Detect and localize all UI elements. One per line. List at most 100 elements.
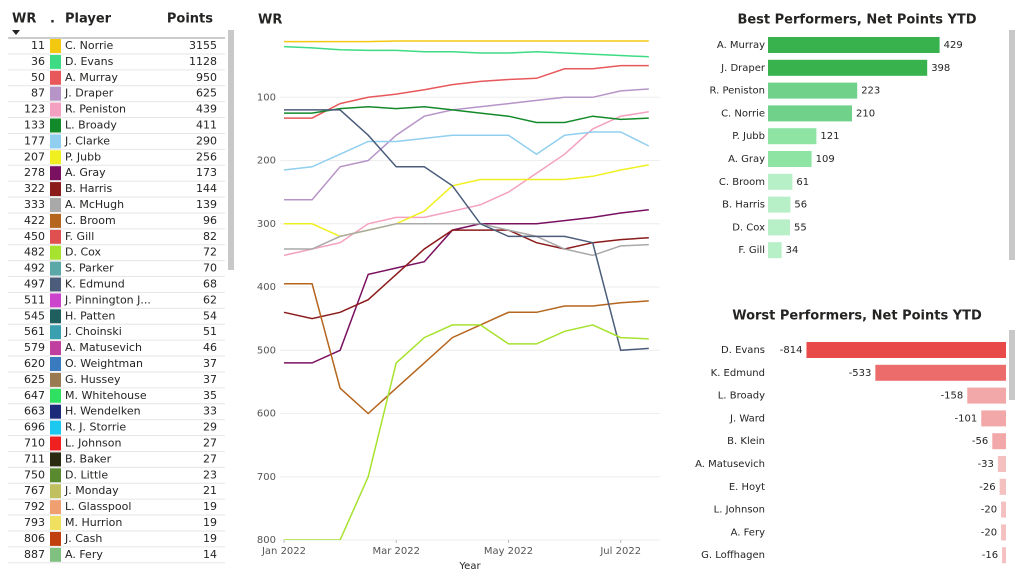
series-line (284, 40, 649, 43)
swatch (50, 531, 61, 546)
cell-player: C. Norrie (65, 39, 114, 52)
swatch (50, 500, 61, 515)
column-header[interactable]: Player (65, 12, 112, 27)
value-label: -101 (955, 413, 978, 424)
value-label: -158 (941, 391, 964, 402)
cell-player: A. McHugh (65, 198, 124, 211)
swatch (50, 198, 61, 212)
category-label: E. Hoyt (729, 482, 765, 493)
cell-player: M. Hurrion (65, 516, 122, 529)
value-label: 56 (794, 200, 807, 211)
swatch (50, 468, 61, 483)
sort-arrow[interactable] (12, 30, 20, 35)
cell-points: 625 (196, 87, 217, 100)
cell-wr: 647 (24, 389, 45, 402)
swatch (50, 404, 61, 419)
swatch (50, 70, 61, 85)
cell-player: R. Peniston (65, 103, 126, 116)
cell-wr: 511 (24, 293, 45, 306)
cell-points: 46 (203, 341, 217, 354)
cell-wr: 711 (24, 452, 45, 465)
column-header[interactable]: Points (167, 12, 213, 27)
swatch (50, 102, 61, 117)
swatch (50, 547, 61, 562)
bar (768, 37, 940, 53)
column-header[interactable]: . (50, 12, 55, 27)
bar (997, 456, 1006, 472)
category-label: L. Johnson (714, 505, 765, 516)
cell-points: 23 (203, 468, 217, 481)
bar (768, 105, 852, 122)
category-label: G. Loffhagen (701, 550, 765, 561)
cell-points: 68 (203, 278, 217, 291)
cell-wr: 207 (24, 150, 45, 163)
cell-wr: 133 (24, 119, 45, 132)
swatch (50, 484, 61, 499)
cell-wr: 36 (31, 55, 45, 68)
cell-player: J. Draper (64, 87, 114, 100)
bar (806, 342, 1006, 358)
swatch (50, 436, 61, 451)
cell-player: G. Hussey (65, 373, 121, 386)
cell-player: C. Broom (65, 214, 116, 227)
y-tick-label: 800 (257, 535, 276, 546)
y-tick-label: 100 (257, 92, 276, 103)
bar (967, 387, 1006, 404)
series-line (284, 223, 649, 257)
bar (1001, 524, 1006, 541)
category-label: A. Murray (717, 40, 765, 51)
cell-player: O. Weightman (65, 357, 143, 370)
x-tick-label: Mar 2022 (372, 546, 420, 557)
cell-points: 1128 (189, 55, 217, 68)
scrollbar[interactable] (1009, 30, 1015, 260)
cell-points: 14 (203, 548, 217, 561)
cell-wr: 579 (24, 341, 45, 354)
column-header[interactable]: WR (12, 12, 36, 27)
swatch (50, 309, 61, 324)
cell-player: M. Whitehouse (65, 389, 147, 402)
series-line (283, 131, 650, 171)
value-label: -26 (979, 482, 995, 493)
swatch (50, 420, 61, 435)
cell-points: 96 (203, 214, 217, 227)
cell-points: 139 (196, 198, 217, 211)
bar (768, 128, 817, 145)
value-label: 61 (796, 177, 809, 188)
value-label: 121 (820, 131, 839, 142)
cell-points: 82 (203, 230, 217, 243)
x-tick-label: Jul 2022 (599, 546, 641, 557)
cell-points: 144 (196, 182, 217, 195)
cell-wr: 620 (24, 357, 45, 370)
category-label: D. Evans (721, 345, 765, 356)
swatch (50, 150, 61, 165)
cell-points: 3155 (189, 39, 217, 52)
cell-wr: 123 (24, 103, 45, 116)
swatch (50, 261, 61, 276)
category-label: P. Jubb (732, 131, 765, 142)
cell-points: 37 (203, 357, 217, 370)
swatch (50, 134, 61, 149)
y-tick-label: 700 (257, 472, 276, 483)
cell-player: J. Choinski (64, 325, 122, 338)
bar (768, 151, 812, 167)
bar (768, 242, 782, 259)
bar (768, 173, 793, 190)
swatch (50, 388, 61, 403)
cell-player: J. Cash (64, 532, 102, 545)
scrollbar[interactable] (1009, 330, 1015, 400)
cell-wr: 887 (24, 548, 45, 561)
cell-wr: 750 (24, 468, 45, 481)
value-label: 398 (931, 63, 950, 74)
scrollbar[interactable] (228, 30, 234, 270)
bar (768, 219, 790, 236)
cell-points: 411 (196, 119, 217, 132)
cell-player: K. Edmund (65, 278, 125, 291)
category-label: J. Ward (729, 413, 765, 424)
cell-player: L. Johnson (65, 437, 122, 450)
value-label: -16 (982, 550, 998, 561)
category-label: A. Matusevich (695, 459, 765, 470)
value-label: -33 (978, 459, 994, 470)
category-label: R. Peniston (710, 86, 765, 97)
cell-points: 19 (203, 500, 217, 513)
